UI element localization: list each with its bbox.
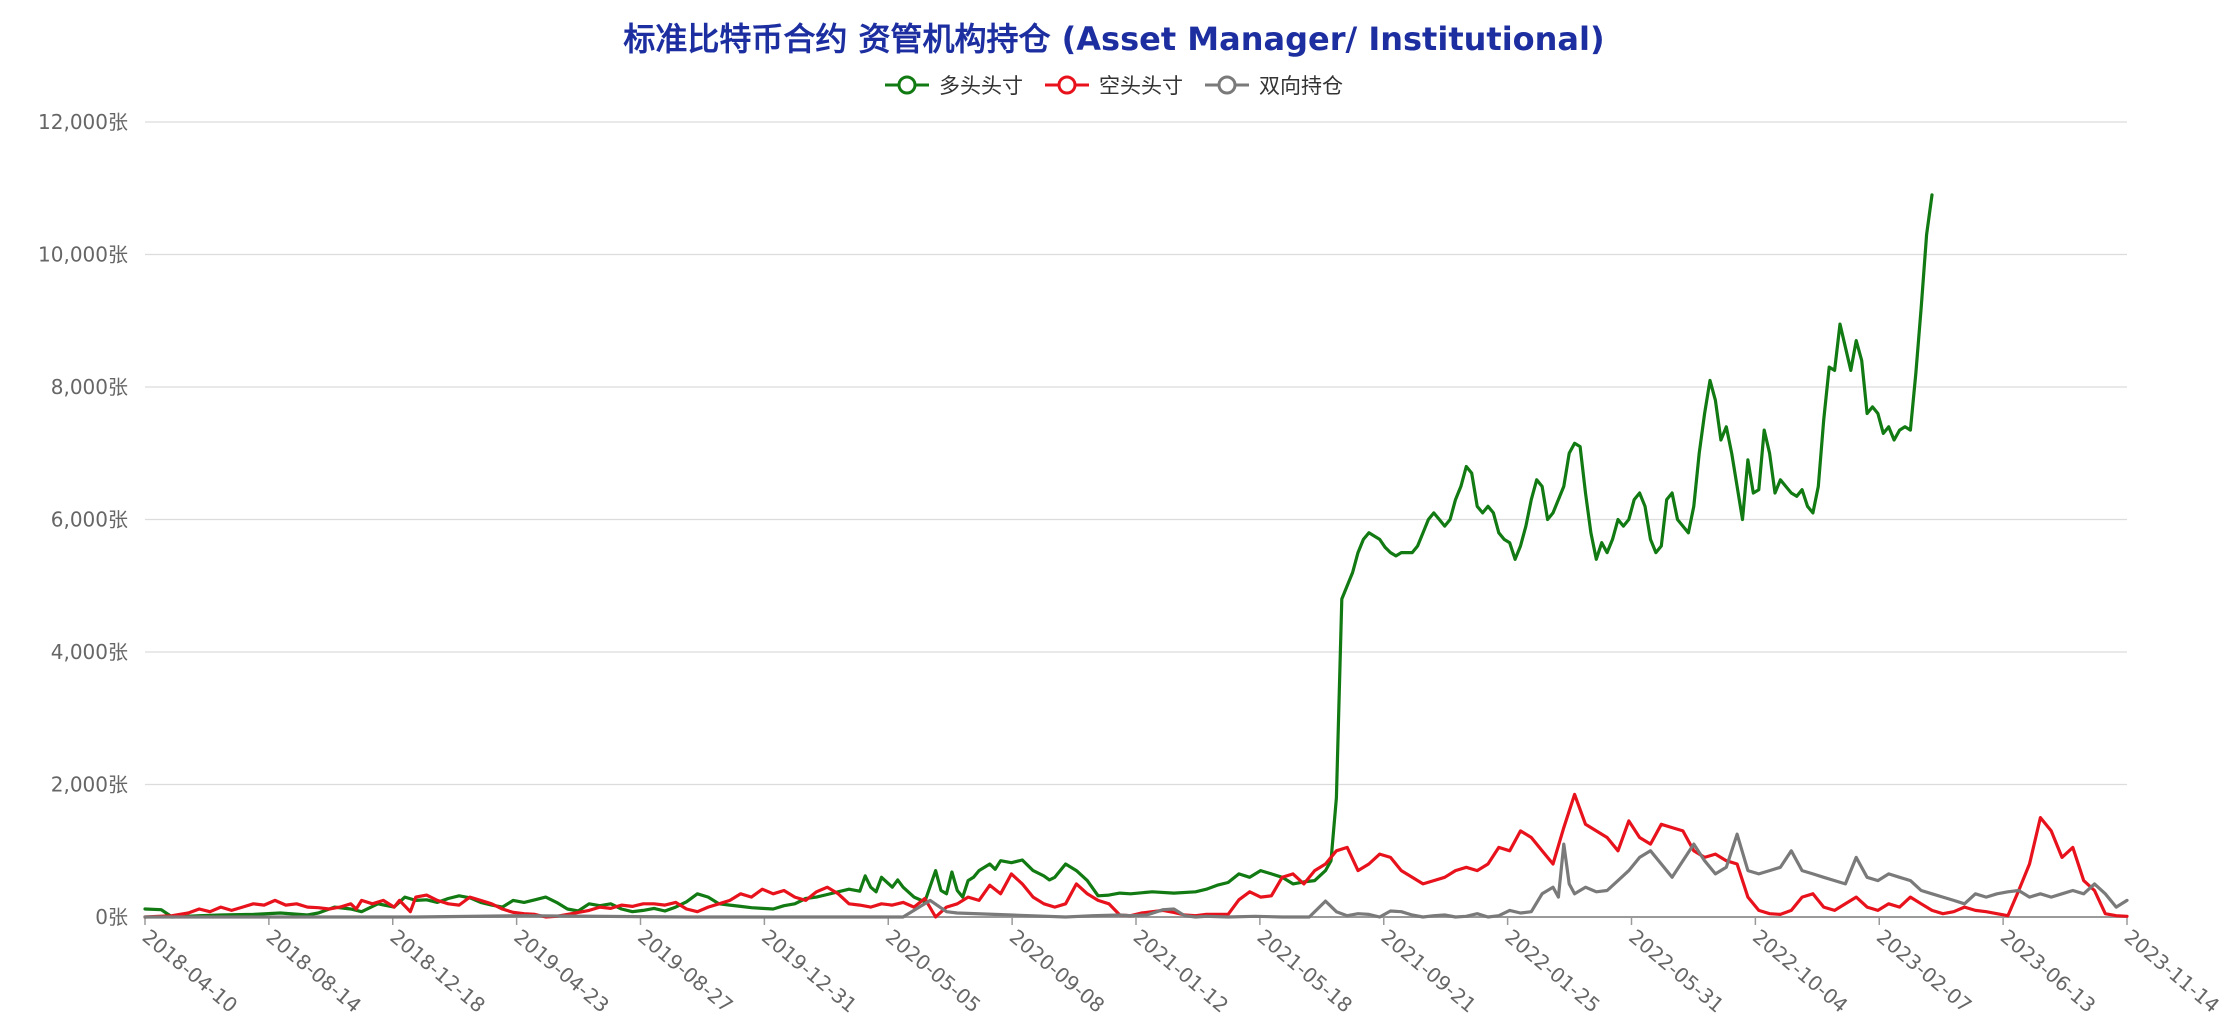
x-tick-label: 2018-08-14 (262, 924, 366, 1017)
y-tick-label: 0张 (95, 905, 128, 929)
legend-swatch-icon (885, 75, 929, 95)
legend-swatch-icon (1205, 75, 1249, 95)
legend-item-2[interactable]: 双向持仓 (1205, 70, 1343, 100)
x-tick-label: 2021-05-18 (1253, 924, 1357, 1017)
chart-legend: 多头头寸 空头头寸 双向持仓 (0, 70, 2228, 100)
x-tick-label: 2022-01-25 (1500, 924, 1604, 1017)
x-tick-label: 2023-02-07 (1872, 924, 1976, 1017)
x-tick-label: 2023-06-13 (1996, 924, 2100, 1017)
x-tick-label: 2021-09-21 (1377, 924, 1481, 1017)
legend-swatch-icon (1045, 75, 1089, 95)
x-tick-label: 2018-12-18 (386, 924, 490, 1017)
legend-label: 双向持仓 (1259, 74, 1343, 98)
y-tick-label: 10,000张 (38, 243, 128, 267)
series-line-0 (143, 193, 1934, 919)
x-tick-label: 2019-08-27 (633, 924, 737, 1017)
x-tick-label: 2021-01-12 (1129, 924, 1233, 1017)
series-line-2 (143, 832, 2129, 919)
x-tick-label: 2019-04-23 (509, 924, 613, 1017)
x-tick-label: 2020-05-05 (881, 924, 985, 1017)
y-tick-label: 2,000张 (51, 773, 128, 797)
x-tick-label: 2022-10-04 (1748, 924, 1852, 1017)
legend-item-1[interactable]: 空头头寸 (1045, 70, 1183, 100)
y-tick-label: 12,000张 (38, 110, 128, 134)
x-tick-label: 2018-04-10 (138, 924, 242, 1017)
x-tick-label: 2022-05-31 (1624, 924, 1728, 1017)
y-tick-label: 8,000张 (51, 375, 128, 399)
y-tick-label: 4,000张 (51, 640, 128, 664)
x-tick-label: 2020-09-08 (1005, 924, 1109, 1017)
x-tick-label: 2019-12-31 (757, 924, 861, 1017)
x-tick-label: 2023-11-14 (2120, 924, 2224, 1017)
legend-label: 空头头寸 (1099, 74, 1183, 98)
series-line-1 (143, 792, 2129, 919)
chart-title: 标准比特币合约 资管机构持仓 (Asset Manager/ Instituti… (623, 20, 1605, 58)
legend-label: 多头头寸 (939, 74, 1023, 98)
legend-item-0[interactable]: 多头头寸 (885, 70, 1023, 100)
y-tick-label: 6,000张 (51, 508, 128, 532)
